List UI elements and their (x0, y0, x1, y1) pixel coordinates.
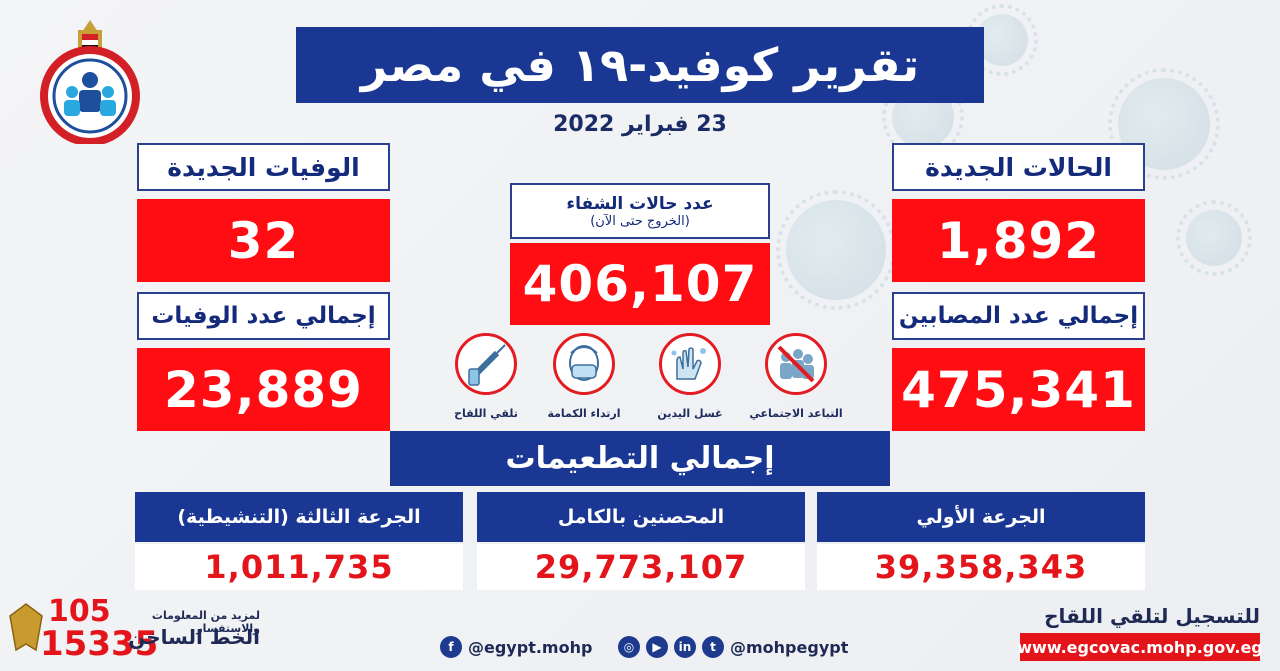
new-cases-label: الحالات الجديدة (892, 143, 1145, 191)
report-date: 23 فبراير 2022 (553, 112, 727, 137)
hotline-label: الخط الساخن (128, 625, 260, 649)
hotline-number-2: 15335 (40, 624, 159, 664)
register-url[interactable]: www.egcovac.mohp.gov.eg (1017, 633, 1263, 661)
total-deaths-value: 23,889 (137, 348, 390, 431)
social-handle: @mohpegypt (730, 637, 849, 657)
social-distancing-icon (765, 333, 827, 395)
hand-washing-icon (659, 333, 721, 395)
youtube-icon: ▶ (646, 636, 668, 658)
first-dose-label: الجرعة الأولي (817, 492, 1145, 542)
page-title: تقرير كوفيد-١٩ في مصر (296, 27, 984, 103)
total-cases-value: 475,341 (892, 348, 1145, 431)
twitter-icon: t (702, 636, 724, 658)
vaccine-label: تلقي اللقاح (454, 407, 518, 420)
recoveries-value: 406,107 (510, 243, 770, 325)
face-mask-icon (553, 333, 615, 395)
face-mask-label: ارتداء الكمامة (547, 407, 621, 420)
virus-decoration (776, 190, 896, 310)
ministry-logo (30, 14, 150, 146)
hotline-number-1: 105 (48, 594, 111, 629)
virus-decoration (1176, 200, 1252, 276)
facebook-icon: f (440, 636, 462, 658)
facebook-handle: @egypt.mohp (468, 637, 593, 657)
booster-dose-value: 1,011,735 (135, 544, 463, 590)
social-distancing-label: التباعد الاجتماعي (749, 407, 843, 420)
total-cases-label: إجمالي عدد المصابين (892, 292, 1145, 340)
linkedin-icon: in (674, 636, 696, 658)
new-cases-value: 1,892 (892, 199, 1145, 282)
recoveries-label: عدد حالات الشفاء (566, 193, 714, 214)
instagram-icon: ◎ (618, 636, 640, 658)
recoveries-sublabel: (الخروج حتى الآن) (590, 213, 690, 229)
hand-washing-label: غسل اليدين (657, 407, 723, 420)
social-links[interactable]: ◎ ▶ in t @mohpegypt (618, 636, 848, 658)
fully-vaccinated-label: المحصنين بالكامل (477, 492, 805, 542)
recoveries-label-box: عدد حالات الشفاء (الخروج حتى الآن) (510, 183, 770, 239)
hotline-emblem (6, 600, 46, 656)
booster-dose-label: الجرعة الثالثة (التنشيطية) (135, 492, 463, 542)
first-dose-value: 39,358,343 (817, 544, 1145, 590)
vaccine-icon (455, 333, 517, 395)
fully-vaccinated-value: 29,773,107 (477, 544, 805, 590)
new-deaths-value: 32 (137, 199, 390, 282)
new-deaths-label: الوفيات الجديدة (137, 143, 390, 191)
vaccinations-title: إجمالي التطعيمات (390, 431, 890, 486)
register-label: للتسجيل لتلقي اللقاح (1044, 604, 1260, 628)
hotline-info-text: لمزيد من المعلومات والاستفسار (151, 609, 260, 635)
facebook-link[interactable]: f @egypt.mohp (440, 636, 592, 658)
total-deaths-label: إجمالي عدد الوفيات (137, 292, 390, 340)
